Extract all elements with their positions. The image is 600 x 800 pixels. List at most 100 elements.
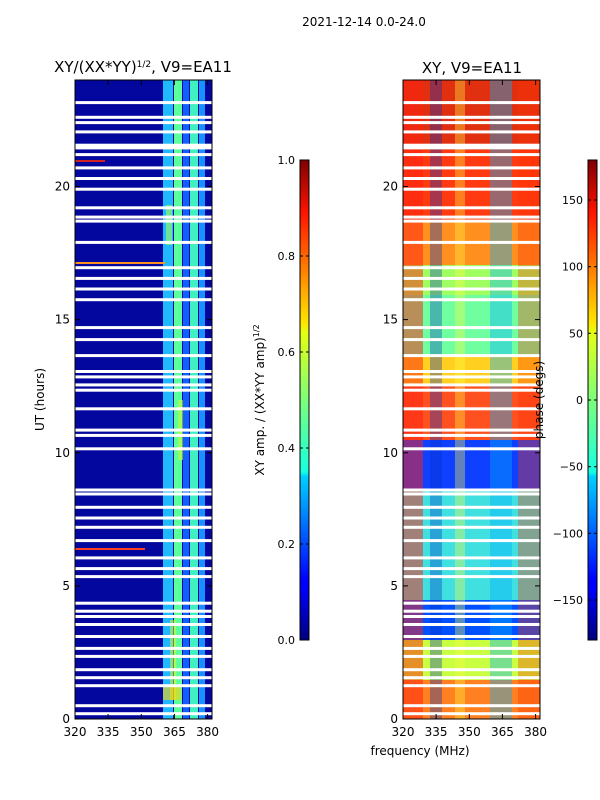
phase-data-gap — [403, 326, 540, 330]
amplitude-xtick-label: 335 — [97, 725, 120, 739]
amplitude-data-gap — [75, 623, 212, 626]
phase-data-gap — [403, 276, 540, 280]
phase-data-gap — [403, 407, 540, 411]
phase-data-gap — [403, 601, 540, 605]
amplitude-data-gap — [75, 121, 212, 125]
amplitude-panel: XY/(XX*YY)1/2, V9=EA11 320 335 350 365 380 0… — [33, 58, 310, 739]
amplitude-data-gap — [75, 215, 212, 219]
phase-data-gap — [403, 215, 540, 219]
amplitude-xtick-label: 380 — [196, 725, 219, 739]
amplitude-xtick-label: 350 — [130, 725, 153, 739]
amplitude-yticks: 0 5 10 15 20 — [55, 180, 212, 726]
amplitude-data-gap — [75, 115, 212, 119]
phase-data-gap — [403, 525, 540, 529]
phase-data-gap — [403, 712, 540, 716]
figure-xlabel: frequency (MHz) — [370, 744, 469, 758]
phase-data-gap — [403, 388, 540, 392]
amplitude-data-gap — [75, 447, 212, 451]
phase-data-gap — [403, 121, 540, 125]
phase-panel: XY, V9=EA11 320 335 350 365 380 0 5 10 15 20 — [383, 59, 598, 739]
phase-data-gap — [403, 654, 540, 658]
amplitude-data-gap — [75, 338, 212, 342]
amplitude-data-gap — [75, 287, 212, 291]
amplitude-ytick-label: 0 — [62, 712, 70, 726]
phase-xticks: 320 335 350 365 380 — [392, 80, 547, 739]
amplitude-data-gap — [75, 609, 212, 613]
phase-plot-frame — [402, 79, 541, 720]
phase-data-gap — [403, 115, 540, 119]
amplitude-xtick-label: 320 — [64, 725, 87, 739]
phase-data-gap — [403, 146, 540, 150]
phase-colorbar-ticks: −150 −100 −50 0 50 100 150 — [553, 194, 597, 607]
amplitude-data-gap — [75, 684, 212, 688]
amplitude-data-gap — [75, 219, 212, 223]
phase-data-gap — [403, 370, 540, 373]
amplitude-colorbar: 0.0 0.2 0.4 0.6 0.8 1.0 — [278, 154, 310, 647]
phase-panel-title: XY, V9=EA11 — [422, 59, 522, 77]
phase-data-gap — [403, 684, 540, 688]
amplitude-data-gap — [75, 187, 212, 191]
amplitude-data-gap — [75, 240, 212, 244]
amplitude-data-gap — [75, 676, 212, 680]
phase-data-gap — [403, 375, 540, 379]
amplitude-xtick-label: 365 — [163, 725, 186, 739]
amplitude-data-gap — [75, 556, 212, 560]
amplitude-colorbar-tick-label: 0.0 — [278, 634, 296, 647]
amplitude-ytick-label: 15 — [55, 313, 70, 327]
amplitude-data-gap — [75, 525, 212, 529]
amplitude-ytick-label: 10 — [55, 446, 70, 460]
phase-data-gap — [403, 177, 540, 180]
amplitude-data-gap — [75, 375, 212, 379]
amplitude-colorbar-tick-label: 0.8 — [278, 250, 296, 263]
phase-colorbar: −150 −100 −50 0 50 100 150 — [553, 159, 598, 641]
amplitude-data-gap — [75, 206, 212, 210]
amplitude-data-gap — [75, 492, 212, 496]
phase-data-gap — [403, 338, 540, 342]
phase-data-gap — [403, 428, 540, 432]
amplitude-data-gap — [75, 712, 212, 716]
phase-colorbar-tick-label: −100 — [553, 527, 583, 540]
phase-data-gap — [403, 433, 540, 437]
amplitude-data-gap — [75, 488, 212, 492]
phase-data-gap — [403, 447, 540, 451]
phase-data-gap — [403, 354, 540, 358]
phase-data-gap — [403, 488, 540, 492]
phase-colorbar-tick-label: 50 — [569, 327, 583, 340]
amplitude-data-gap — [75, 575, 212, 579]
phase-data-gap — [403, 166, 540, 170]
phase-data-gap — [403, 567, 540, 571]
phase-xtick-label: 365 — [491, 725, 514, 739]
phase-data-gap — [403, 383, 540, 387]
amplitude-data-gap — [75, 505, 212, 509]
phase-data-gap — [403, 668, 540, 672]
amplitude-data-gap — [75, 433, 212, 437]
amplitude-ytick-label: 5 — [62, 579, 70, 593]
amplitude-heatmap — [75, 80, 212, 719]
phase-ytick-label: 20 — [383, 180, 398, 194]
phase-data-gap — [403, 143, 540, 147]
amplitude-data-gap — [75, 266, 212, 270]
phase-ytick-label: 15 — [383, 313, 398, 327]
phase-data-gap — [403, 153, 540, 157]
phase-colorbar-tick-label: 100 — [562, 261, 583, 274]
phase-data-gap — [403, 676, 540, 680]
phase-xtick-label: 380 — [524, 725, 547, 739]
amplitude-data-gap — [75, 143, 212, 147]
phase-data-gap — [403, 130, 540, 134]
phase-xtick-label: 335 — [425, 725, 448, 739]
phase-colorbar-tick-label: 0 — [576, 394, 583, 407]
phase-data-gap — [403, 240, 540, 244]
amplitude-gap-lines — [75, 101, 212, 716]
amplitude-colorbar-label: XY amp. / (XX*YY amp)1/2 — [252, 324, 267, 475]
amplitude-data-gap — [75, 326, 212, 330]
phase-data-gap — [403, 298, 540, 302]
amplitude-colorbar-tick-label: 0.4 — [278, 442, 296, 455]
amplitude-data-gap — [75, 370, 212, 373]
phase-colorbar-tick-label: −150 — [553, 594, 583, 607]
phase-colorbar-tick-label: 150 — [562, 194, 583, 207]
phase-ytick-label: 5 — [390, 579, 398, 593]
amplitude-data-gap — [75, 516, 212, 520]
figure-suptitle: 2021-12-14 0.0-24.0 — [302, 15, 426, 29]
amplitude-data-gap — [75, 298, 212, 302]
